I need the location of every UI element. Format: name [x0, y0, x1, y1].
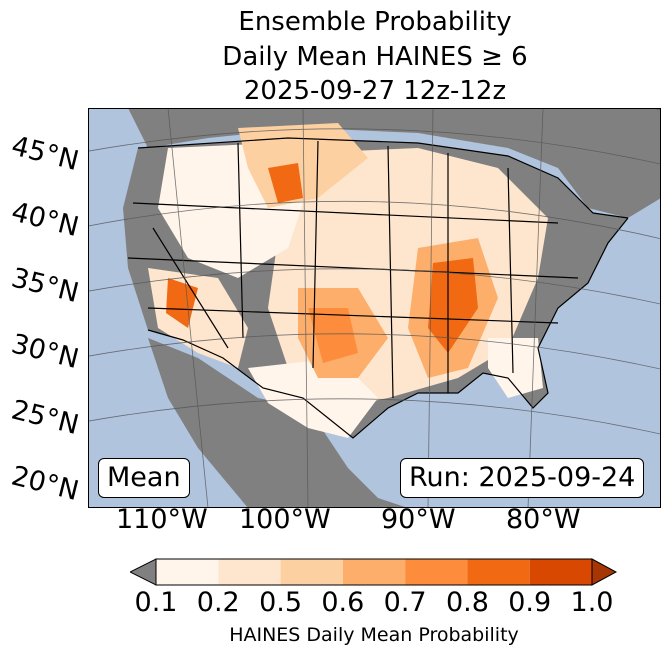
lat-label-40: 40°N: [8, 196, 82, 244]
colorbar-label: HAINES Daily Mean Probability: [229, 624, 519, 646]
lon-label-90: 90°W: [381, 504, 456, 535]
prob-mid-north: [238, 123, 368, 208]
gridlines: [88, 108, 661, 508]
colorbar-tick-label: 0.8: [445, 587, 489, 618]
lat-label-35: 35°N: [8, 262, 82, 310]
prob-light-southeast: [488, 338, 543, 398]
prob-high-north: [268, 163, 303, 203]
lat-label-45: 45°N: [8, 130, 82, 178]
colorbar-under-arrow: [130, 558, 157, 586]
prob-high-midwest: [428, 258, 478, 353]
colorbar-tick-label: 0.2: [196, 587, 240, 618]
colorbar-cell: [156, 559, 219, 585]
colorbar-cell: [342, 559, 406, 585]
colorbar-tick-label: 0.7: [383, 587, 427, 618]
lat-label-25: 25°N: [8, 394, 82, 442]
probability-map: [88, 108, 661, 508]
colorbar-cell: [529, 559, 592, 585]
lat-label-30: 30°N: [8, 328, 82, 376]
colorbar-cell: [467, 559, 530, 585]
lon-label-110: 110°W: [116, 504, 208, 535]
colorbar-cell: [218, 559, 281, 585]
title-line-1: Ensemble Probability: [238, 7, 512, 37]
title-line-2: Daily Mean HAINES ≥ 6: [222, 42, 528, 72]
colorbar-cell: [405, 559, 468, 585]
canada-land: [128, 108, 661, 218]
colorbar: [130, 558, 618, 586]
title-line-3: 2025-09-27 12z-12z: [243, 76, 507, 106]
colorbar-cell: [280, 559, 343, 585]
lon-label-80: 80°W: [506, 504, 581, 535]
lon-label-100: 100°W: [239, 504, 331, 535]
colorbar-tick-label: 0.1: [134, 587, 178, 618]
colorbar-over-arrow: [591, 558, 618, 586]
statistic-label: Mean: [98, 458, 190, 498]
colorbar-tick-label: 0.5: [259, 587, 303, 618]
lat-label-20: 20°N: [8, 460, 82, 508]
prob-high-southwest: [166, 278, 198, 328]
colorbar-tick-label: 0.6: [321, 587, 365, 618]
mexico-land: [148, 338, 408, 508]
colorbar-tick-label: 0.9: [508, 587, 552, 618]
prob-high-plains: [308, 308, 358, 363]
colorbar-tick-label: 1.0: [570, 587, 614, 618]
run-date-label: Run: 2025-09-24: [400, 458, 645, 498]
